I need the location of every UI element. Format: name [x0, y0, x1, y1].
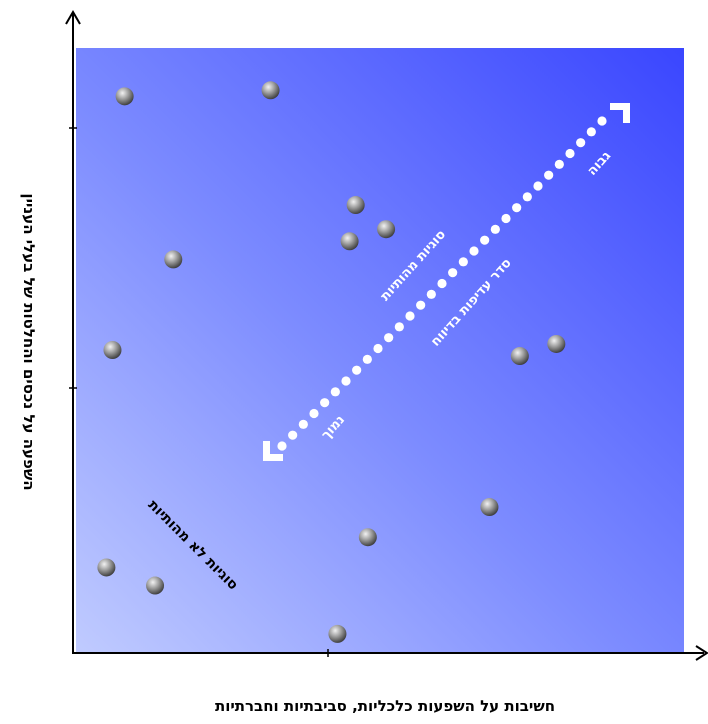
priority-line-dot	[405, 311, 415, 321]
low-end-bracket	[263, 441, 283, 461]
x-axis-arrowhead	[695, 645, 708, 661]
priority-line-dot	[362, 354, 372, 364]
priority-line-dot	[437, 278, 447, 289]
priority-line-dot	[330, 387, 340, 397]
data-point	[328, 624, 347, 643]
priority-line-dot	[586, 127, 596, 137]
priority-line-dot	[416, 300, 426, 310]
data-points	[97, 81, 566, 643]
data-point	[510, 347, 529, 366]
priority-line-dot	[565, 148, 575, 159]
data-point	[97, 558, 116, 577]
y-axis-label: השפעה על נכסים והחלטות של בעלי העניין	[20, 193, 38, 490]
data-point	[480, 498, 499, 517]
data-point	[377, 220, 396, 239]
data-point	[164, 250, 183, 269]
priority-line-dot	[554, 159, 564, 169]
priority-line-dot	[352, 365, 362, 375]
priority-line-dot	[298, 419, 308, 429]
priority-line-dot	[309, 408, 319, 419]
data-point	[146, 576, 165, 595]
priority-line-dot	[480, 235, 490, 245]
priority-line-dot	[469, 246, 479, 256]
priority-line-dot	[373, 343, 383, 354]
priority-line-dot	[597, 116, 607, 126]
data-point	[103, 341, 122, 359]
data-point	[346, 196, 365, 215]
data-point	[340, 232, 359, 251]
priority-dotted-line	[277, 116, 607, 451]
high-end-bracket	[610, 103, 630, 123]
priority-line-dot	[458, 257, 468, 267]
priority-line-dot	[288, 430, 298, 440]
priority-line-dot	[522, 192, 532, 202]
x-axis-label: חשיבות על השפעות כלכליות, סביבתיות וחברת…	[215, 697, 555, 715]
priority-line-dot	[448, 268, 458, 278]
priority-line-dot	[501, 213, 511, 224]
priority-line-dot	[384, 333, 394, 343]
priority-line-dot	[576, 138, 586, 148]
priority-line-dot	[426, 289, 436, 299]
priority-line-dot	[544, 170, 554, 180]
data-point	[115, 87, 134, 106]
data-point	[358, 528, 377, 547]
priority-line-dot	[533, 181, 543, 191]
priority-line-dot	[512, 203, 522, 213]
data-point	[261, 81, 280, 100]
priority-line-dot	[394, 322, 404, 332]
data-point	[547, 334, 566, 353]
y-axis-arrowhead	[65, 10, 81, 25]
priority-line-dot	[320, 398, 330, 408]
priority-line-dot	[341, 376, 351, 386]
priority-line-dot	[490, 224, 500, 234]
priority-line-dot	[277, 441, 287, 451]
